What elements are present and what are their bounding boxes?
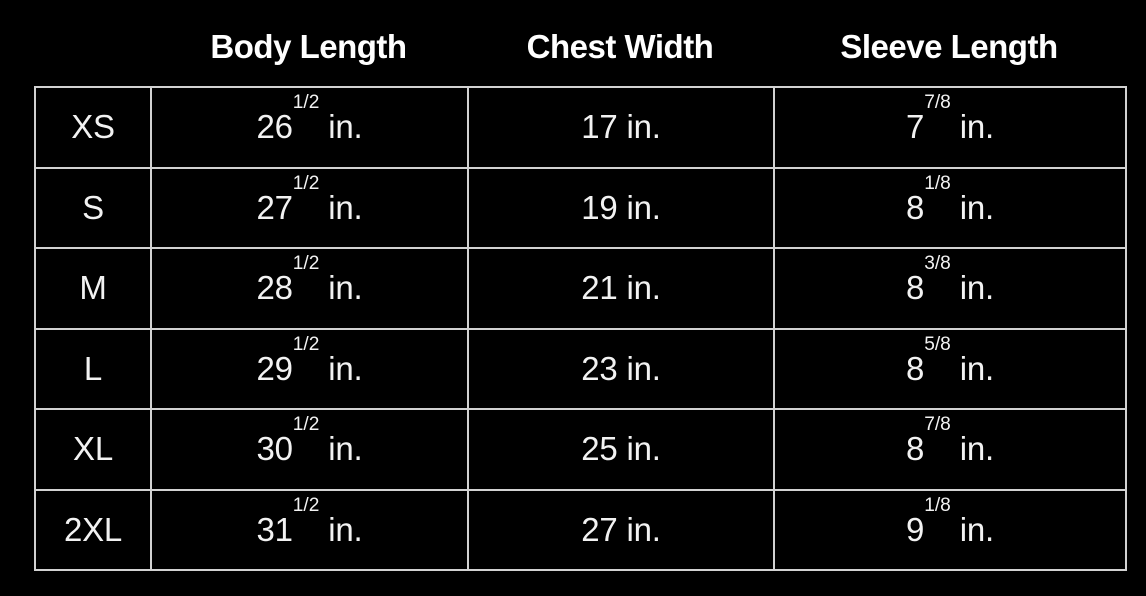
size-label-cell: M <box>34 247 152 330</box>
chest-width-cell: 23 in. <box>467 327 775 410</box>
size-label-cell: 2XL <box>34 488 152 571</box>
measurement-unit: in. <box>626 188 661 226</box>
measurement-unit: in. <box>626 510 661 548</box>
sleeve-length-cell: 87/8 in. <box>773 408 1127 491</box>
measurement-unit: in. <box>626 269 661 307</box>
measurement-unit: in. <box>626 349 661 387</box>
table-row: XL 301/2in. 25 in. 87/8in. <box>34 408 1127 491</box>
body-length-cell: 311/2 in. <box>150 488 469 571</box>
measurement-fraction: 1/2 <box>292 414 320 436</box>
measurement-unit: in. <box>959 430 994 468</box>
measurement-unit: in. <box>328 188 363 226</box>
measurement-unit: in. <box>328 108 363 146</box>
measurement-value: 8 <box>906 430 925 468</box>
measurement-value: 8 <box>906 269 925 307</box>
header-chest-width: Chest Width <box>526 28 714 65</box>
measurement-fraction: 3/8 <box>924 253 951 275</box>
measurement-value: 29 <box>256 349 293 387</box>
measurement-value: 23 <box>581 349 618 387</box>
measurement-fraction: 1/2 <box>292 333 320 355</box>
table-row: L 291/2in. 23 in. 85/8in. <box>34 327 1127 410</box>
measurement-value: 8 <box>906 349 925 387</box>
sleeve-length-cell: 91/8 in. <box>773 488 1127 571</box>
table-row: 2XL 311/2in. 27 in. 91/8in. <box>34 488 1127 571</box>
body-length-cell: 261/2 in. <box>150 86 469 169</box>
measurement-value: 17 <box>581 108 618 146</box>
chest-width-cell: 21 in. <box>467 247 775 330</box>
measurement-value: 27 <box>256 188 293 226</box>
sleeve-length-cell: 83/8 in. <box>773 247 1127 330</box>
sleeve-length-cell: 81/8 in. <box>773 166 1127 249</box>
measurement-value: 7 <box>906 108 925 146</box>
size-table: XS 261/2in. 17 in. 77/8in. S 271/2in. 19 i… <box>34 86 1127 571</box>
measurement-value: 31 <box>256 510 293 548</box>
measurement-unit: in. <box>626 108 661 146</box>
body-length-cell: 291/2 in. <box>150 327 469 410</box>
measurement-fraction: 7/8 <box>924 414 951 436</box>
chest-width-cell: 25 in. <box>467 408 775 491</box>
measurement-value: 30 <box>256 430 293 468</box>
body-length-cell: 281/2 in. <box>150 247 469 330</box>
measurement-value: 26 <box>256 108 293 146</box>
chest-width-cell: 19 in. <box>467 166 775 249</box>
measurement-fraction: 5/8 <box>924 333 951 355</box>
table-row: S 271/2in. 19 in. 81/8in. <box>34 166 1127 249</box>
size-label-cell: XS <box>34 86 152 169</box>
measurement-unit: in. <box>328 349 363 387</box>
measurement-value: 27 <box>581 510 618 548</box>
measurement-value: 25 <box>581 430 618 468</box>
measurement-unit: in. <box>626 430 661 468</box>
table-row: M 281/2in. 21 in. 83/8in. <box>34 247 1127 330</box>
measurement-unit: in. <box>328 510 363 548</box>
sleeve-length-cell: 85/8 in. <box>773 327 1127 410</box>
measurement-unit: in. <box>328 430 363 468</box>
measurement-value: 8 <box>906 188 925 226</box>
measurement-fraction: 1/8 <box>924 494 951 516</box>
measurement-unit: in. <box>959 188 994 226</box>
measurement-fraction: 1/2 <box>292 92 320 114</box>
measurement-unit: in. <box>959 510 994 548</box>
measurement-value: 21 <box>581 269 618 307</box>
measurement-value: 28 <box>256 269 293 307</box>
measurement-unit: in. <box>959 269 994 307</box>
table-row: XS 261/2in. 17 in. 77/8in. <box>34 86 1127 169</box>
measurement-unit: in. <box>959 108 994 146</box>
measurement-unit: in. <box>959 349 994 387</box>
chest-width-cell: 17 in. <box>467 86 775 169</box>
measurement-fraction: 1/8 <box>924 172 951 194</box>
header-body-length: Body Length <box>210 28 407 65</box>
measurement-fraction: 1/2 <box>292 494 320 516</box>
body-length-cell: 271/2 in. <box>150 166 469 249</box>
size-label-cell: L <box>34 327 152 410</box>
measurement-unit: in. <box>328 269 363 307</box>
measurement-value: 9 <box>906 510 925 548</box>
measurement-fraction: 1/2 <box>292 172 320 194</box>
body-length-cell: 301/2 in. <box>150 408 469 491</box>
size-label-cell: XL <box>34 408 152 491</box>
header-sleeve-length: Sleeve Length <box>840 28 1058 65</box>
measurement-value: 19 <box>581 188 618 226</box>
size-label-cell: S <box>34 166 152 249</box>
chest-width-cell: 27 in. <box>467 488 775 571</box>
sleeve-length-cell: 77/8 in. <box>773 86 1127 169</box>
measurement-fraction: 7/8 <box>924 92 951 114</box>
table-header-row: Body Length Chest Width Sleeve Length <box>34 0 1125 86</box>
size-chart: Body Length Chest Width Sleeve Length XS… <box>34 0 1127 571</box>
measurement-fraction: 1/2 <box>292 253 320 275</box>
